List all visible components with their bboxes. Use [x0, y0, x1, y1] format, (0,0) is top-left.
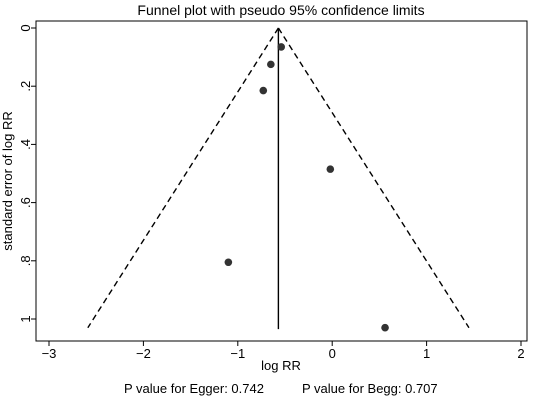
ci-limit-right	[277, 27, 470, 329]
egger-p-value: P value for Egger: 0.742	[124, 381, 264, 396]
study-point	[326, 165, 335, 173]
y-tick-label: .4	[18, 139, 33, 150]
x-tick-label: −2	[136, 346, 151, 361]
x-tick-label: 1	[423, 346, 430, 361]
x-tick-label: 0	[329, 346, 336, 361]
study-point	[259, 86, 268, 95]
x-tick-label: −1	[230, 346, 245, 361]
chart-title: Funnel plot with pseudo 95% confidence l…	[137, 2, 424, 18]
study-point	[267, 60, 275, 69]
begg-p-value: P value for Begg: 0.707	[302, 381, 438, 396]
x-tick-label: 2	[517, 346, 524, 361]
plot-frame	[35, 20, 528, 342]
ci-limit-left	[87, 27, 279, 329]
y-tick-label: 1	[18, 315, 33, 322]
y-axis: 0 .2 .4 .6 .8 1	[18, 24, 36, 323]
study-point	[224, 258, 233, 267]
x-tick-label: −3	[42, 346, 57, 361]
y-tick-label: .2	[18, 81, 33, 92]
x-axis: −3 −2 −1 0 1 2	[42, 341, 525, 361]
y-tick-label: .6	[18, 197, 33, 208]
y-axis-label: standard error of log RR	[0, 111, 15, 250]
study-point	[277, 43, 286, 51]
y-tick-label: 0	[18, 24, 33, 31]
y-tick-label: .8	[18, 255, 33, 266]
study-points	[224, 43, 389, 332]
x-axis-label: log RR	[261, 358, 301, 373]
study-point	[381, 323, 389, 332]
